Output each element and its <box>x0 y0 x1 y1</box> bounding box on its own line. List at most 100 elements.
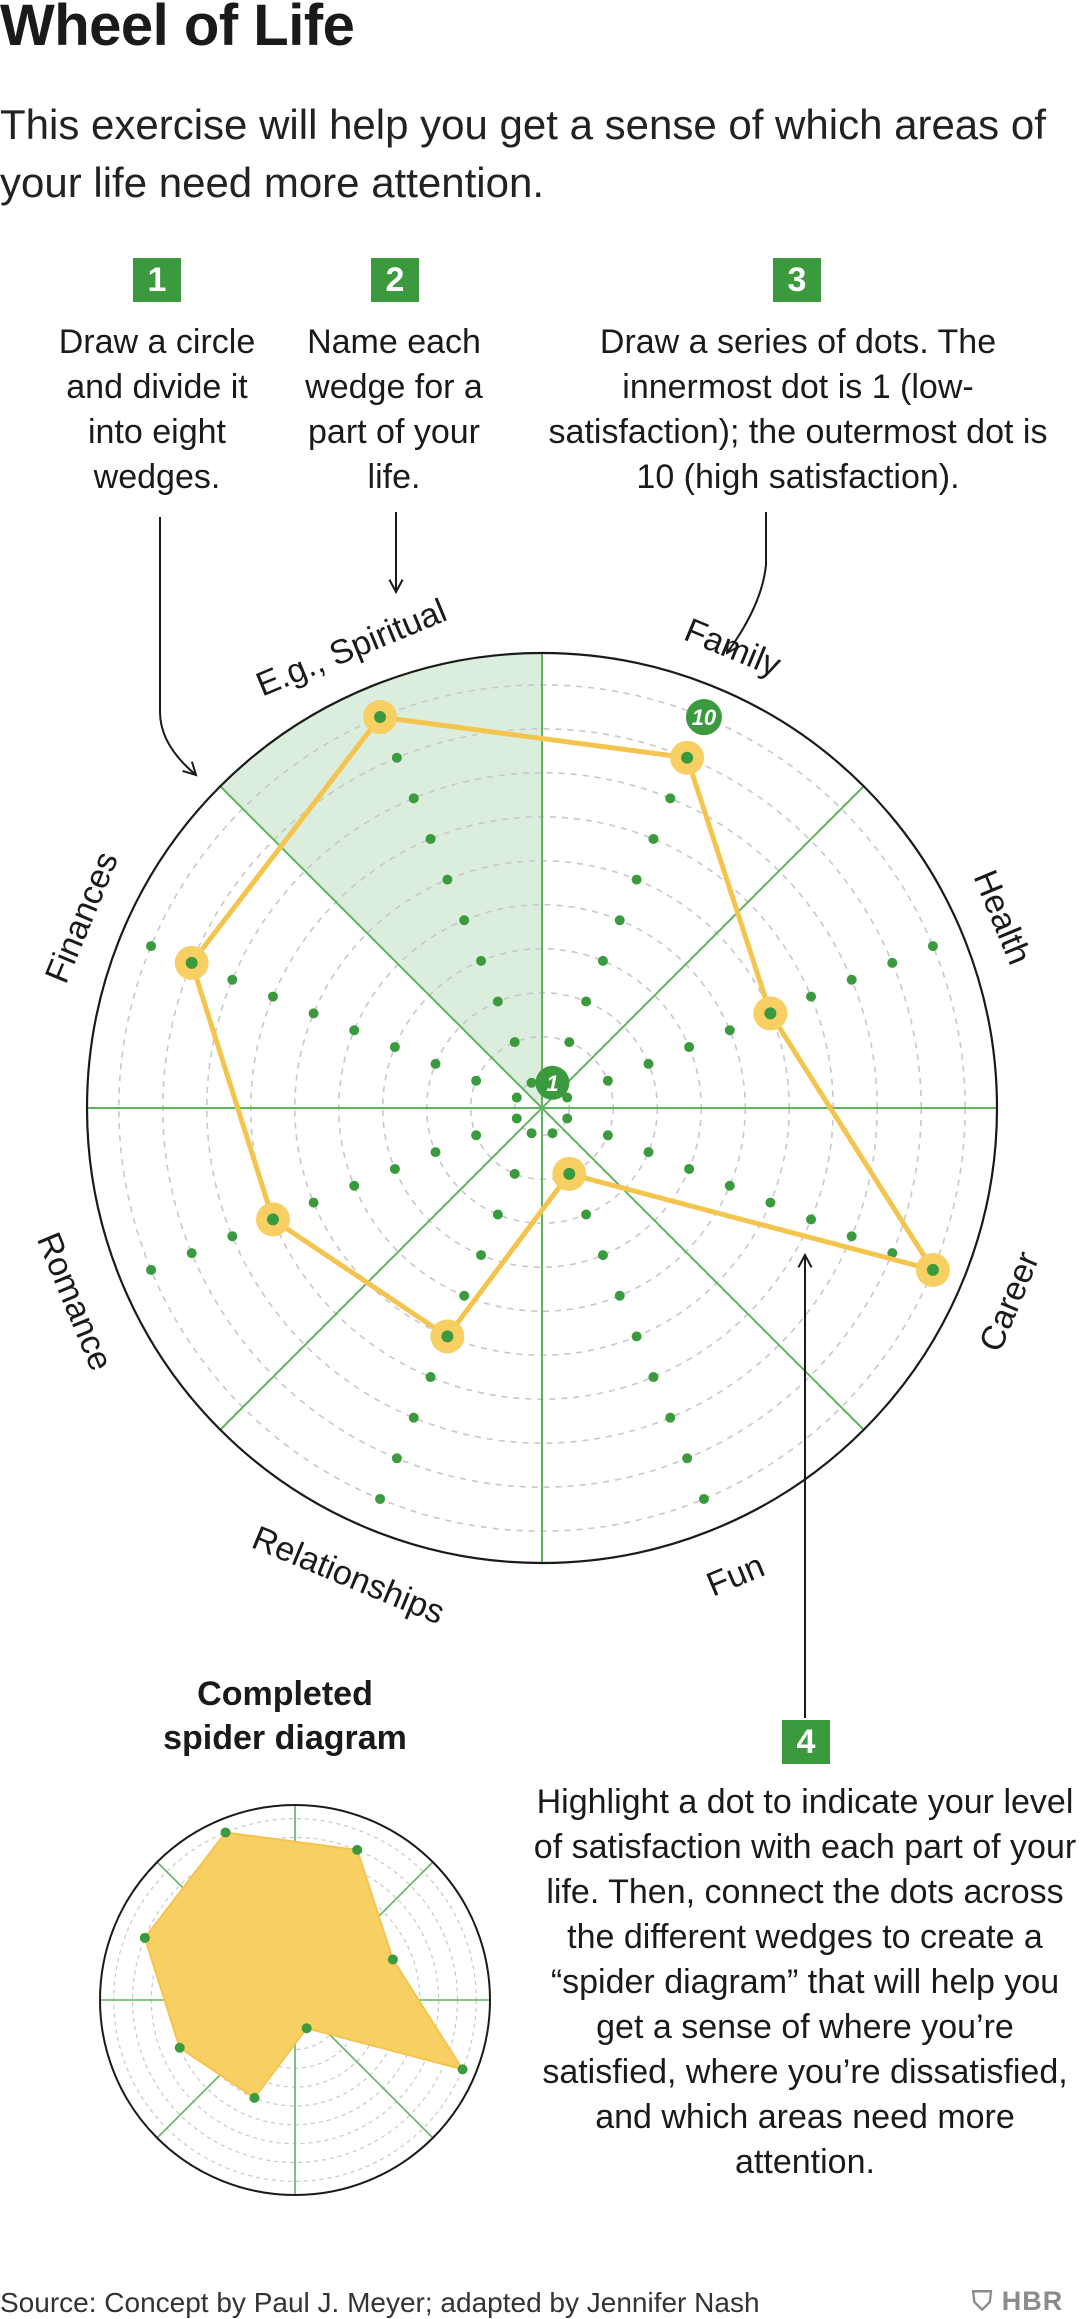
rating-dot <box>681 751 694 764</box>
scale-dot <box>564 1037 575 1048</box>
shield-icon: ⛉ <box>972 2286 994 2316</box>
scale-dot <box>349 1180 360 1191</box>
scale-dot <box>602 1075 613 1086</box>
scale-dot <box>511 1113 522 1124</box>
rating-dot-e-g-spiritual <box>220 1827 231 1838</box>
scale-dot <box>684 1163 695 1174</box>
step-1-badge: 1 <box>133 258 181 302</box>
wedge-label-finances: Finances <box>38 846 126 988</box>
arrows <box>159 512 813 1718</box>
scale-dot <box>887 957 898 968</box>
scale-dot <box>765 1197 776 1208</box>
scale-dot <box>631 1331 642 1342</box>
wedge-label-career: Career <box>972 1246 1047 1357</box>
scale-dot <box>227 1231 238 1242</box>
rating-dot-family <box>352 1844 363 1855</box>
wedge-label-health: Health <box>966 865 1039 970</box>
rating-dot <box>374 711 387 724</box>
scale-dot <box>492 1209 503 1220</box>
arrow-step-1-head <box>182 761 198 777</box>
scale-dot <box>425 833 436 844</box>
scale-dot <box>509 1037 520 1048</box>
scale-dot <box>648 1372 659 1383</box>
rating-dot <box>926 1263 939 1276</box>
scale-dot <box>614 1290 625 1301</box>
scale-dot <box>186 1248 197 1259</box>
scale-dot <box>806 1214 817 1225</box>
rating-dot-finances <box>139 1932 150 1943</box>
scale-dot <box>806 991 817 1002</box>
highlighted-wedge <box>220 653 542 1108</box>
scale-dot <box>459 1290 470 1301</box>
scale-dot <box>597 955 608 966</box>
outer-circle <box>85 651 999 1565</box>
scale-dot <box>698 1493 709 1504</box>
scale-min-label: 1 <box>546 1071 558 1096</box>
scale-dot <box>602 1130 613 1141</box>
scale-dot <box>846 974 857 985</box>
outer-circle <box>99 1804 491 2196</box>
rating-dot-career <box>457 2064 468 2075</box>
scale-dot <box>267 991 278 1002</box>
rating-dot-fun <box>301 2023 312 2034</box>
step-3-text: Draw a series of dots. The innermost dot… <box>548 323 1048 496</box>
scale-dot <box>665 793 676 804</box>
wedge-label-family: Family <box>679 611 786 684</box>
scale-dot <box>927 941 938 952</box>
scale-dot <box>724 1025 735 1036</box>
arrow-step-1 <box>159 517 197 776</box>
arrow-step-2-head <box>388 579 404 595</box>
scale-dot <box>391 752 402 763</box>
scale-dot <box>684 1042 695 1053</box>
spider-area <box>143 1831 465 2100</box>
scale-dot <box>526 1077 537 1088</box>
page-title: Wheel of Life <box>0 0 355 58</box>
hbr-logo: ⛉ HBR <box>972 2286 1063 2318</box>
scale-dot <box>146 941 157 952</box>
rating-dot <box>185 956 198 969</box>
scale-dot <box>442 874 453 885</box>
scale-dot <box>509 1168 520 1179</box>
scale-dot <box>430 1147 441 1158</box>
mini-spider-diagram <box>99 1804 491 2196</box>
rating-dot-romance <box>174 2042 185 2053</box>
scale-dot <box>724 1180 735 1191</box>
scale-dot <box>471 1130 482 1141</box>
scale-dot <box>408 1412 419 1423</box>
scale-dot <box>471 1075 482 1086</box>
wedge-divider <box>219 785 865 1431</box>
scale-dot <box>887 1248 898 1259</box>
scale-dot <box>476 1250 487 1261</box>
arrow-step-3-head <box>725 638 740 655</box>
step-1-text: Draw a circle and divide it into eight w… <box>58 323 256 496</box>
wedge-label-fun: Fun <box>701 1547 770 1605</box>
scale-dot <box>631 874 642 885</box>
rating-dot <box>266 1213 279 1226</box>
scale-dot <box>562 1113 573 1124</box>
scale-dot <box>643 1058 654 1069</box>
step-2-badge: 2 <box>371 258 419 302</box>
subtitle: This exercise will help you get a sense … <box>0 101 1046 206</box>
scale-max-marker <box>685 699 722 736</box>
scale-dot <box>643 1147 654 1158</box>
scale-dot <box>597 1250 608 1261</box>
scale-dot <box>562 1092 573 1103</box>
scale-dot <box>349 1025 360 1036</box>
step-2-text: Name each wedge for a part of your life. <box>305 323 483 496</box>
scale-dot <box>389 1042 400 1053</box>
scale-dot <box>682 1453 693 1464</box>
scale-dot <box>581 1209 592 1220</box>
scale-dot <box>476 955 487 966</box>
scale-min-marker <box>535 1065 570 1100</box>
scale-dot <box>308 1008 319 1019</box>
scale-dot <box>389 1163 400 1174</box>
scale-dot <box>308 1197 319 1208</box>
rating-dot-relationships <box>249 2092 260 2103</box>
scale-max-label: 10 <box>692 705 717 730</box>
wedge-label-romance: Romance <box>29 1227 120 1376</box>
rating-dot <box>563 1167 576 1180</box>
step-4-badge: 4 <box>782 1720 830 1764</box>
scale-dot <box>547 1128 558 1139</box>
scale-dot <box>526 1128 537 1139</box>
